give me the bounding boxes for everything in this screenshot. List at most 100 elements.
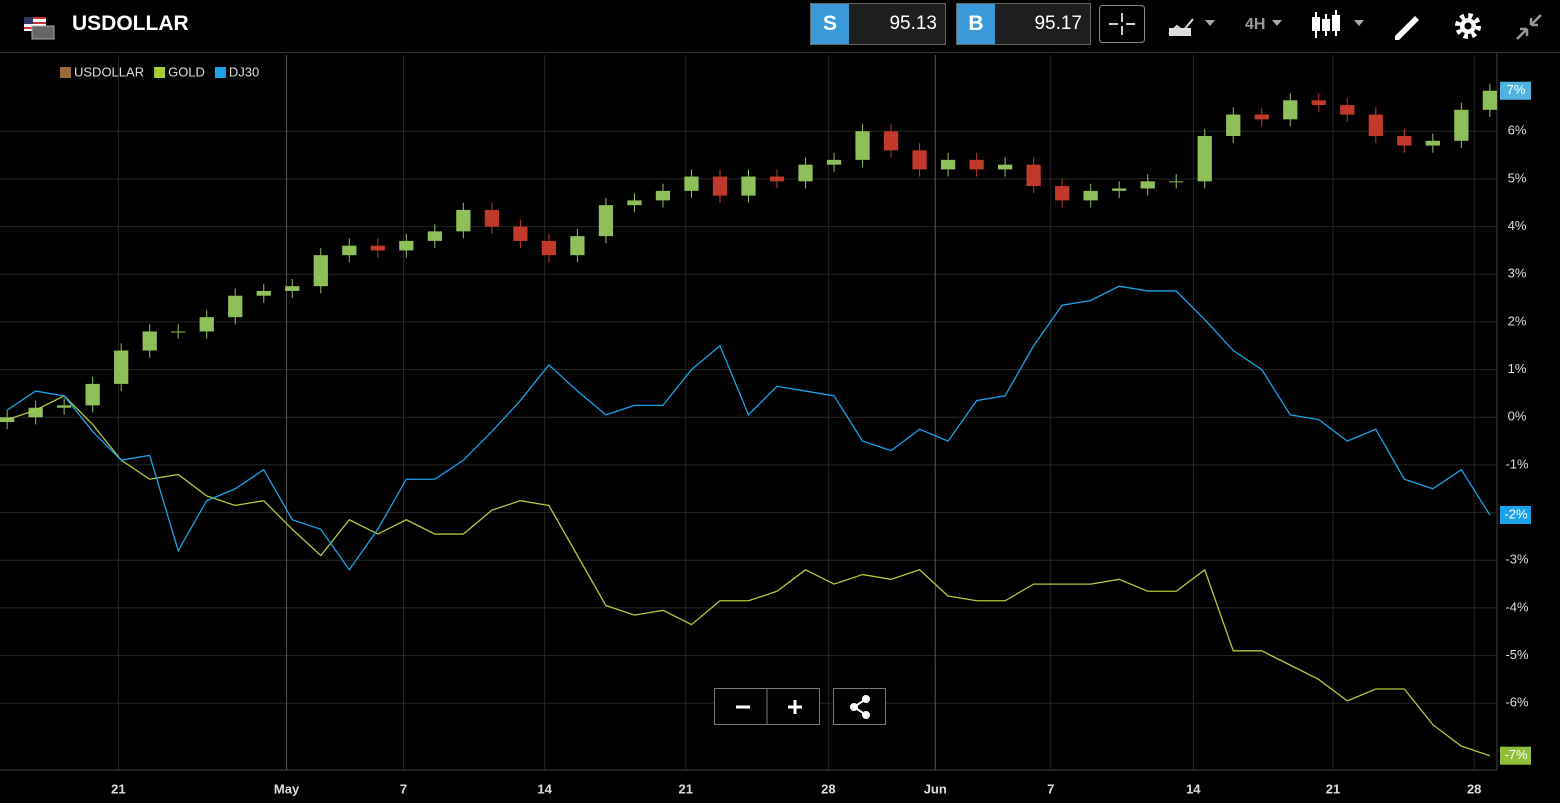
legend-label: USDOLLAR [74,64,144,79]
timeframe[interactable]: 4H [1245,16,1266,33]
candle-body [855,131,870,160]
sell-price: 95.13 [849,4,945,44]
x-tick-label: 7 [400,781,407,796]
candle-body [456,209,471,232]
y-tick-label: -6% [1505,695,1529,710]
candle-body [513,226,528,241]
header: USDOLLAR S 95.13 B 95.17 4H [0,0,1560,53]
y-tick-label: 6% [1508,123,1527,138]
zoom-icons [736,689,802,724]
x-tick-label: 28 [1467,781,1481,796]
sell-label: S [811,4,849,44]
last-value-label: -2% [1504,506,1528,521]
candle-body [969,159,984,170]
y-tick-label: -1% [1505,456,1529,471]
buy-price: 95.17 [995,4,1090,44]
zoom-controls [714,688,820,725]
y-tick-label: -4% [1505,599,1529,614]
y-tick-label: 3% [1508,266,1527,281]
candle-body [114,350,129,384]
candle-body [1397,136,1412,146]
candle-body [798,164,813,182]
y-tick-label: 1% [1508,361,1527,376]
candle-body [1055,186,1070,201]
candle-body [1482,90,1497,110]
candle-body [741,176,756,196]
candle-body [370,245,385,251]
candle-body [1368,114,1383,137]
candle-body [1112,188,1127,191]
candle-body [285,286,300,291]
candle-body [256,290,271,296]
x-tick-label: 14 [1186,781,1201,796]
candle-body [598,205,614,237]
series-line [6,395,1491,757]
timeframe-caret [1272,20,1282,26]
draw-button[interactable] [1392,12,1422,40]
candle-body [28,407,43,418]
sell-button[interactable]: S 95.13 [810,3,946,45]
legend-swatch [154,67,166,78]
x-tick-label: May [274,781,300,796]
candle-body [1454,109,1469,141]
x-tick-label: Jun [924,781,947,796]
candle-body [57,405,72,408]
last-value-tag [1500,746,1531,765]
y-tick-label: -5% [1505,647,1529,662]
candle-body [85,383,100,406]
last-value-label: 7% [1507,82,1526,97]
buy-button[interactable]: B 95.17 [956,3,1091,45]
legend-swatch [60,67,71,78]
candle-body [1197,136,1212,182]
candle-body [570,236,585,256]
candle-body [826,159,842,165]
settings-button[interactable] [1452,10,1484,42]
x-tick-label: 21 [111,781,125,796]
series-line [6,285,1491,571]
candle-body [1311,100,1326,106]
legend-label: GOLD [168,64,205,79]
x-tick-label: 7 [1047,781,1054,796]
last-value-tag [1500,505,1531,524]
x-tick-label: 14 [537,781,552,796]
candle-body [1169,181,1184,183]
candle-body [541,240,557,256]
candle-body [342,245,357,256]
candle-body [684,176,699,191]
candle-body [655,190,671,201]
candle-body [399,240,414,251]
candle-body [769,176,785,182]
candle-body [142,331,157,351]
y-tick-label: 0% [1508,409,1527,424]
last-value-tag [1500,81,1531,100]
x-tick-label: 21 [1326,781,1340,796]
legend-label: DJ30 [229,64,259,79]
collapse-button[interactable] [1512,10,1546,44]
candle-body [912,150,927,170]
legend-swatch [214,67,226,78]
compare-button[interactable] [1165,12,1221,38]
flag-icon [24,17,55,40]
crosshair-button[interactable] [1099,5,1145,43]
candle-body [427,231,442,241]
candle-body [998,164,1013,170]
candle-body [228,295,243,318]
last-value-label: -7% [1504,747,1528,762]
candle-body [1254,114,1269,120]
y-tick-label: 5% [1508,170,1527,185]
candle-body [1083,190,1098,201]
candle-body [712,176,728,196]
symbol: USDOLLAR [72,12,189,35]
share-button[interactable] [833,688,886,725]
candle-body [940,159,956,170]
candle-body [1425,140,1440,146]
candle-body [1340,105,1355,115]
y-tick-label: 4% [1508,218,1527,233]
candle-body [1140,181,1155,189]
candle-body [199,317,214,332]
candle-body [1226,114,1241,137]
chart-type-button[interactable] [1310,8,1366,42]
candle-body [1283,100,1298,120]
candle-body [313,255,328,287]
